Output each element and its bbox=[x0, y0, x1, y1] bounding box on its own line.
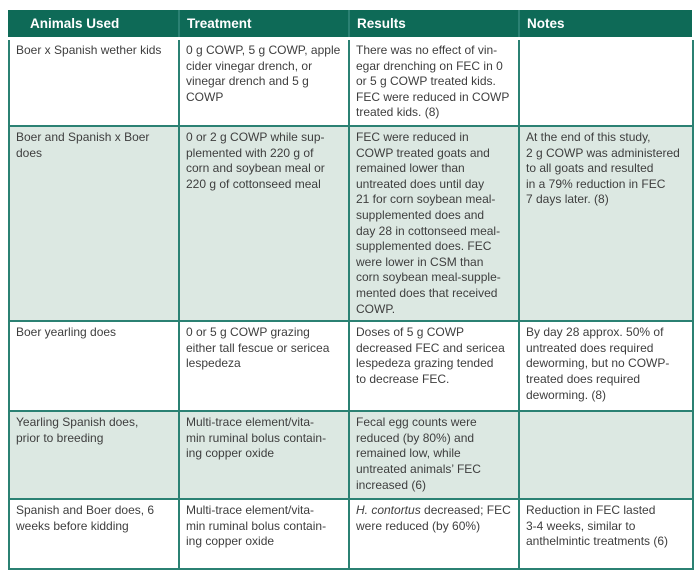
cell-animals: Yearling Spanish does, prior to breeding bbox=[8, 410, 180, 501]
table-row: Spanish and Boer does, 6 weeks before ki… bbox=[8, 498, 694, 571]
cell-treatment: Multi-trace element/vita- min ruminal bo… bbox=[178, 410, 350, 501]
cell-notes: By day 28 approx. 50% of untreated does … bbox=[518, 320, 694, 413]
cell-animals: Boer and Spanish x Boer does bbox=[8, 124, 180, 323]
table-row: Boer x Spanish wether kids 0 g COWP, 5 g… bbox=[8, 40, 694, 127]
cell-results: H. contortus decreased; FEC were reduced… bbox=[348, 498, 520, 571]
cell-treatment: 0 or 2 g COWP while sup- plemented with … bbox=[178, 124, 350, 323]
cell-animals: Boer x Spanish wether kids bbox=[8, 40, 180, 127]
cell-animals: Boer yearling does bbox=[8, 320, 180, 413]
header-cell-animals-used: Animals Used bbox=[30, 16, 120, 31]
cell-results: There was no effect of vin- egar drenchi… bbox=[348, 40, 520, 127]
header-cell-treatment: Treatment bbox=[178, 10, 348, 37]
cell-results: FEC were reduced in COWP treated goats a… bbox=[348, 124, 520, 323]
cell-notes: Reduction in FEC lasted 3-4 weeks, simil… bbox=[518, 498, 694, 571]
cell-results: Fecal egg counts were reduced (by 80%) a… bbox=[348, 410, 520, 501]
cell-notes bbox=[518, 410, 694, 501]
treatments-table: Boer x Spanish wether kids 0 g COWP, 5 g… bbox=[8, 40, 694, 571]
cell-results: Doses of 5 g COWP decreased FEC and seri… bbox=[348, 320, 520, 413]
cell-animals: Spanish and Boer does, 6 weeks before ki… bbox=[8, 498, 180, 571]
cell-notes: At the end of this study, 2 g COWP was a… bbox=[518, 124, 694, 323]
header-cell-results: Results bbox=[348, 10, 518, 37]
table-row: Boer and Spanish x Boer does 0 or 2 g CO… bbox=[8, 124, 694, 323]
cell-treatment: 0 or 5 g COWP grazing either tall fescue… bbox=[178, 320, 350, 413]
table-header-row: Animals Used Treatment Results Notes bbox=[8, 10, 692, 37]
cell-notes bbox=[518, 40, 694, 127]
cell-treatment: Multi-trace element/vita- min ruminal bo… bbox=[178, 498, 350, 571]
table-row: Boer yearling does 0 or 5 g COWP grazing… bbox=[8, 320, 694, 413]
cell-treatment: 0 g COWP, 5 g COWP, apple cider vinegar … bbox=[178, 40, 350, 127]
header-cell-notes: Notes bbox=[518, 10, 692, 37]
species-name-italic: H. contortus bbox=[356, 503, 421, 518]
cell-results-text: decreased; FEC were reduced (by 60%) bbox=[356, 503, 511, 533]
table-row: Yearling Spanish does, prior to breeding… bbox=[8, 410, 694, 501]
